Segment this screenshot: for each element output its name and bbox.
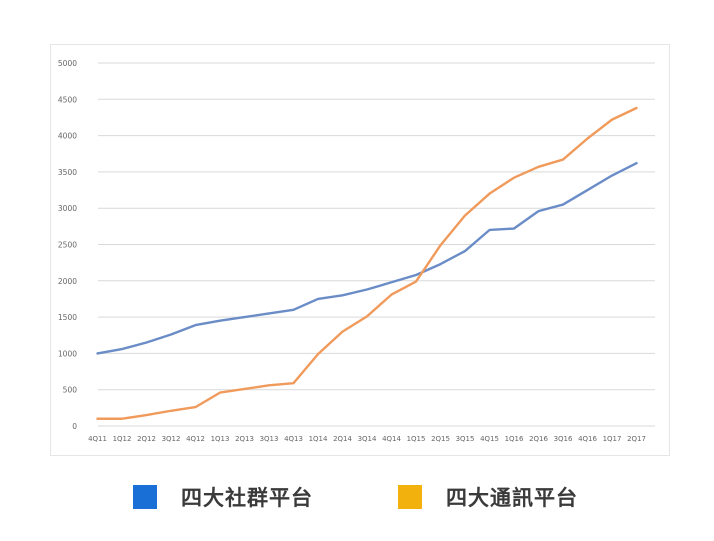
- x-tick-label: 2Q13: [235, 435, 254, 443]
- y-tick-label: 1000: [58, 349, 77, 358]
- x-tick-label: 1Q12: [113, 435, 132, 443]
- x-tick-label: 1Q17: [603, 435, 622, 443]
- x-tick-label: 1Q16: [505, 435, 524, 443]
- series-line-0: [96, 161, 638, 355]
- x-tick-label: 4Q15: [480, 435, 499, 443]
- x-tick-label: 2Q16: [529, 435, 548, 443]
- y-tick-label: 500: [63, 386, 78, 395]
- legend-swatch-messaging: [398, 485, 422, 509]
- y-tick-label: 4500: [58, 95, 77, 104]
- legend-item-messaging: 四大通訊平台: [398, 482, 578, 512]
- x-tick-label: 2Q14: [333, 435, 352, 443]
- x-tick-label: 3Q12: [162, 435, 181, 443]
- x-tick-label: 3Q16: [554, 435, 573, 443]
- line-chart: 0 500 1000 1500 2000 2500 3000 3500 4000 4500 5000…: [58, 59, 655, 443]
- y-tick-label: 2000: [58, 277, 77, 286]
- x-tick-label: 4Q11: [88, 435, 107, 443]
- legend-label-social: 四大社群平台: [181, 486, 313, 510]
- x-tick-label: 2Q17: [627, 435, 646, 443]
- y-tick-label: 4000: [58, 132, 77, 141]
- x-tick-label: 2Q12: [137, 435, 156, 443]
- x-tick-label: 1Q14: [309, 435, 328, 443]
- x-tick-label: 4Q14: [382, 435, 401, 443]
- chart-area: 0 500 1000 1500 2000 2500 3000 3500 4000 4500 5000…: [50, 44, 670, 456]
- legend-item-social: 四大社群平台: [133, 482, 313, 512]
- y-tick-label: 5000: [58, 59, 77, 68]
- legend-label-messaging: 四大通訊平台: [446, 486, 578, 510]
- x-tick-label: 3Q14: [358, 435, 377, 443]
- x-tick-label: 1Q13: [211, 435, 230, 443]
- x-tick-label: 4Q16: [578, 435, 597, 443]
- y-tick-label: 1500: [58, 313, 77, 322]
- x-tick-label: 1Q15: [407, 435, 426, 443]
- y-tick-label: 0: [72, 422, 77, 431]
- x-tick-label: 3Q15: [456, 435, 475, 443]
- x-tick-label: 4Q13: [284, 435, 303, 443]
- x-tick-label: 2Q15: [431, 435, 450, 443]
- y-tick-label: 3500: [58, 168, 77, 177]
- legend-swatch-social: [133, 485, 157, 509]
- x-tick-label: 4Q12: [186, 435, 205, 443]
- y-tick-label: 3000: [58, 204, 77, 213]
- series-line-1: [96, 106, 638, 420]
- y-tick-label: 2500: [58, 241, 77, 250]
- x-tick-label: 3Q13: [260, 435, 279, 443]
